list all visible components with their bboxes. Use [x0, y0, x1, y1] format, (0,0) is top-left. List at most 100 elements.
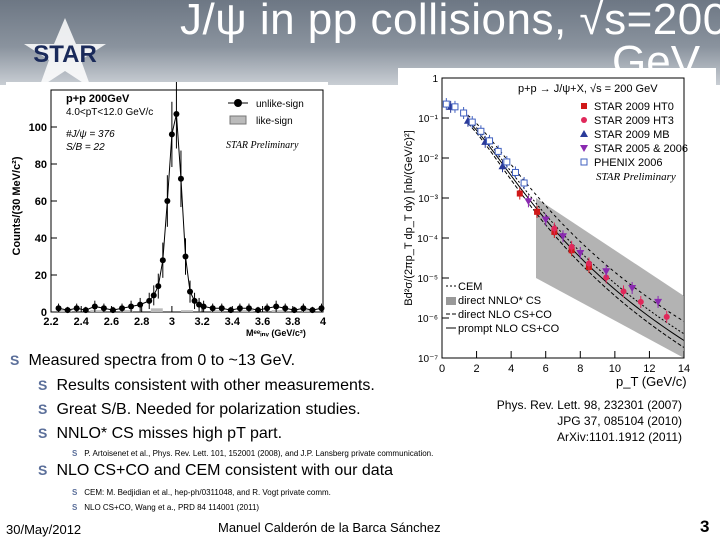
- pt-spectrum-chart: 0 2 4 6 8 10 12 14 10⁻⁷ 10⁻⁶ 10⁻⁵ 10⁻⁴ 10⁻³ 10⁻² 10⁻¹ 1…: [398, 68, 716, 398]
- star-2009-ht3-point: [603, 274, 610, 281]
- unlike-sign-point: [91, 303, 98, 310]
- right-x-tick-label: 6: [543, 363, 549, 375]
- bullet-1c-reference: S P. Artoisenet et al., Phys. Rev. Lett.…: [72, 449, 434, 458]
- left-legend-line-4: S/B = 22: [66, 142, 105, 153]
- unlike-sign-point: [109, 307, 116, 314]
- unlike-sign-point: [159, 257, 166, 264]
- unlike-sign-point: [187, 288, 194, 295]
- phenix-2006-point: [503, 158, 511, 166]
- right-legend-series: STAR 2005 & 2006: [594, 143, 688, 155]
- right-x-tick-label: 4: [508, 363, 514, 375]
- left-y-tick-label: 20: [35, 270, 47, 282]
- unlike-sign-point: [209, 305, 216, 312]
- star-2005-2006-point: [524, 198, 533, 206]
- unlike-sign-point: [173, 111, 180, 118]
- star-2009-mb-point: [498, 162, 507, 170]
- unlike-sign-point: [73, 305, 80, 312]
- unlike-sign-point: [218, 305, 225, 312]
- phenix-2006-point: [460, 109, 468, 117]
- theory-legend-prompt: prompt NLO CS+CO: [458, 323, 560, 335]
- right-y-tick-label: 10⁻⁶: [417, 314, 438, 325]
- left-x-tick-label: 3.2: [194, 316, 209, 328]
- left-x-tick-label: 2.6: [104, 316, 119, 328]
- unlike-sign-point: [245, 305, 252, 312]
- unlike-sign-point: [191, 297, 198, 304]
- star-2005-2006-point: [541, 216, 550, 224]
- star-2005-2006-point: [602, 268, 611, 276]
- left-x-tick-label: 3.6: [255, 316, 270, 328]
- logo-text: STAR: [33, 41, 97, 68]
- left-x-tick-label: 3.4: [225, 316, 241, 328]
- unlike-sign-point: [182, 253, 189, 260]
- left-x-tick-label: 2.8: [134, 316, 149, 328]
- phenix-2006-point: [511, 168, 519, 176]
- unlike-sign-point: [236, 305, 243, 312]
- reference-prl: Phys. Rev. Lett. 98, 232301 (2007): [496, 398, 682, 412]
- bullet-2-reference-1: S CEM: M. Bedjidian et al., hep-ph/03110…: [72, 488, 331, 497]
- star-2009-ht3-point: [568, 243, 575, 250]
- unlike-sign-point: [150, 292, 157, 299]
- unlike-sign-point: [164, 198, 171, 204]
- unlike-sign-point: [55, 305, 62, 312]
- phenix-2006-point: [468, 118, 476, 126]
- unlike-sign-point: [64, 307, 71, 314]
- star-2009-ht3-point: [585, 260, 592, 267]
- bullet-1: S Measured spectra from 0 to ~13 GeV.: [10, 352, 296, 369]
- right-plot-frame: [441, 77, 685, 359]
- right-y-tick-label: 10⁻⁴: [417, 234, 438, 245]
- unlike-sign-point: [264, 305, 271, 312]
- unlike-sign-point: [300, 305, 307, 312]
- unlike-sign-point: [168, 131, 175, 138]
- unlike-sign-point: [155, 283, 162, 290]
- mass-spectrum-figure: 2.2 2.4 2.6 2.8 3 3.2 3.4 3.6 3.8 4 0 20 40 60 80 100 p…: [6, 79, 328, 340]
- left-x-tick-label: 4: [320, 316, 327, 328]
- bullet-s-icon: S: [38, 377, 48, 393]
- left-y-tick-label: 60: [35, 196, 47, 208]
- right-y-tick-label: 10⁻³: [418, 194, 438, 205]
- unlike-sign-point: [146, 297, 153, 304]
- unlike-sign-point: [309, 307, 316, 314]
- bullet-2: S NLO CS+CO and CEM consistent with our …: [38, 462, 394, 479]
- like-sign-bar: [241, 310, 254, 312]
- unlike-sign-point: [227, 307, 234, 314]
- right-y-tick-label: 10⁻⁷: [418, 354, 438, 365]
- like-sign-bar: [120, 310, 133, 312]
- pt-spectrum-figure: 0 2 4 6 8 10 12 14 10⁻⁷ 10⁻⁶ 10⁻⁵ 10⁻⁴ 10⁻³ 10⁻² 10⁻¹ 1…: [398, 68, 716, 398]
- unlike-sign-point: [291, 307, 298, 314]
- bullet-2-reference-2: S NLO CS+CO, Wang et a., PRD 84 114001 (…: [72, 503, 260, 512]
- right-x-tick-label: 10: [609, 363, 621, 375]
- theory-legend-cem: CEM: [458, 281, 482, 293]
- unlike-sign-point: [119, 305, 126, 312]
- phenix-2006-point: [520, 179, 528, 187]
- footer-date: 30/May/2012: [6, 522, 82, 537]
- bullet-s-icon: S: [10, 352, 20, 368]
- unlike-sign-point: [318, 305, 325, 312]
- bullet-1c: S NNLO* CS misses high pT part.: [38, 425, 283, 442]
- star-logo: STAR: [10, 14, 120, 94]
- unlike-sign-point: [177, 175, 184, 182]
- right-legend-series: PHENIX 2006: [594, 157, 662, 169]
- right-legend-series: STAR 2009 MB: [594, 129, 670, 141]
- phenix-2006-point: [442, 100, 450, 108]
- like-sign-bar: [181, 310, 193, 312]
- left-x-tick-label: 2.2: [43, 316, 58, 328]
- right-x-tick-label: 0: [439, 363, 445, 375]
- left-y-tick-label: 100: [29, 122, 47, 134]
- theory-legend-nlo: direct NLO CS+CO: [458, 309, 552, 321]
- star-2009-ht3-point: [551, 225, 558, 232]
- right-y-tick-label: 1: [432, 74, 438, 85]
- bullet-1a: S Results consistent with other measurem…: [38, 377, 375, 394]
- phenix-2006-point: [494, 147, 502, 155]
- unlike-sign-point: [128, 303, 135, 310]
- like-sign-bar: [90, 310, 103, 312]
- right-y-tick-label: 10⁻⁵: [417, 274, 438, 285]
- right-x-tick-label: 2: [474, 363, 480, 375]
- unlike-sign-point: [196, 301, 203, 308]
- reference-arxiv: ArXiv:1101.1912 (2011): [557, 430, 682, 444]
- unlike-sign-point: [282, 305, 289, 312]
- bullet-1b: S Great S/B. Needed for polarization stu…: [38, 401, 361, 418]
- unlike-sign-point: [82, 307, 89, 314]
- right-preliminary: STAR Preliminary: [596, 171, 676, 183]
- slide-title: J/ψ in pp collisions, √s=200: [180, 0, 720, 44]
